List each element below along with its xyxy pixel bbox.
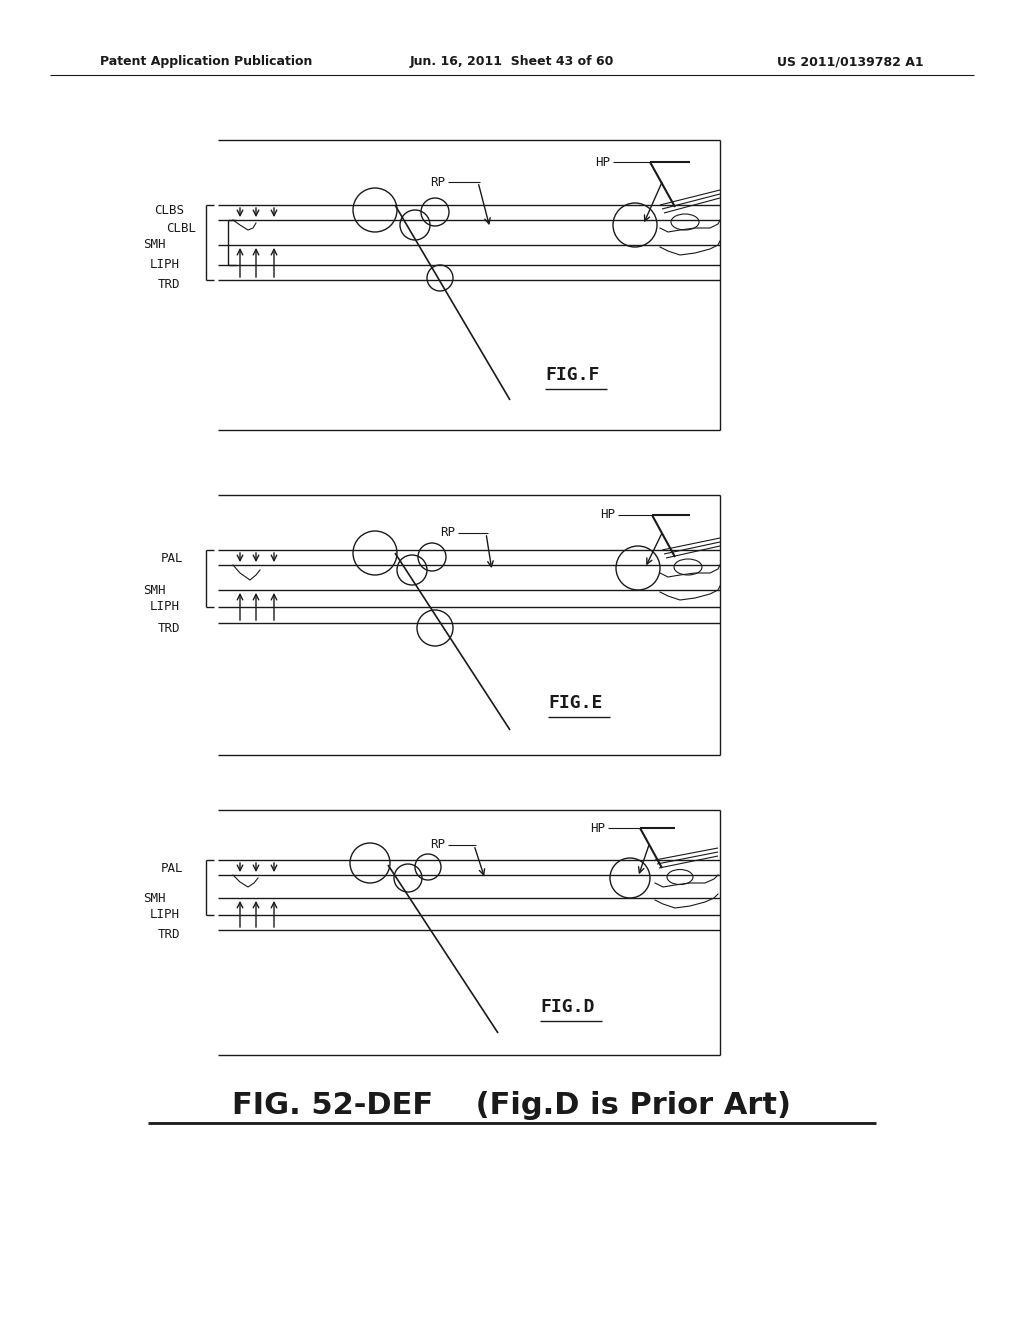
Text: RP: RP xyxy=(430,176,445,189)
Text: SMH: SMH xyxy=(143,239,166,252)
Text: SMH: SMH xyxy=(143,891,166,904)
Text: TRD: TRD xyxy=(158,279,180,292)
Text: HP: HP xyxy=(600,508,615,521)
Text: FIG. 52-DEF    (Fig.D is Prior Art): FIG. 52-DEF (Fig.D is Prior Art) xyxy=(232,1090,792,1119)
Text: HP: HP xyxy=(595,156,610,169)
Text: RP: RP xyxy=(440,527,455,540)
Text: US 2011/0139782 A1: US 2011/0139782 A1 xyxy=(777,55,924,69)
Text: PAL: PAL xyxy=(161,862,183,874)
Text: RP: RP xyxy=(430,838,445,851)
Text: TRD: TRD xyxy=(158,622,180,635)
Text: Patent Application Publication: Patent Application Publication xyxy=(100,55,312,69)
Text: TRD: TRD xyxy=(158,928,180,941)
Text: SMH: SMH xyxy=(143,583,166,597)
Text: CLBL: CLBL xyxy=(166,222,196,235)
Text: HP: HP xyxy=(590,821,605,834)
Text: Jun. 16, 2011  Sheet 43 of 60: Jun. 16, 2011 Sheet 43 of 60 xyxy=(410,55,614,69)
Text: FIG.E: FIG.E xyxy=(548,694,602,711)
Text: PAL: PAL xyxy=(161,552,183,565)
Text: LIPH: LIPH xyxy=(150,601,180,614)
Text: LIPH: LIPH xyxy=(150,259,180,272)
Text: LIPH: LIPH xyxy=(150,908,180,921)
Text: CLBS: CLBS xyxy=(154,203,184,216)
Text: FIG.F: FIG.F xyxy=(545,366,599,384)
Text: FIG.D: FIG.D xyxy=(540,998,594,1016)
